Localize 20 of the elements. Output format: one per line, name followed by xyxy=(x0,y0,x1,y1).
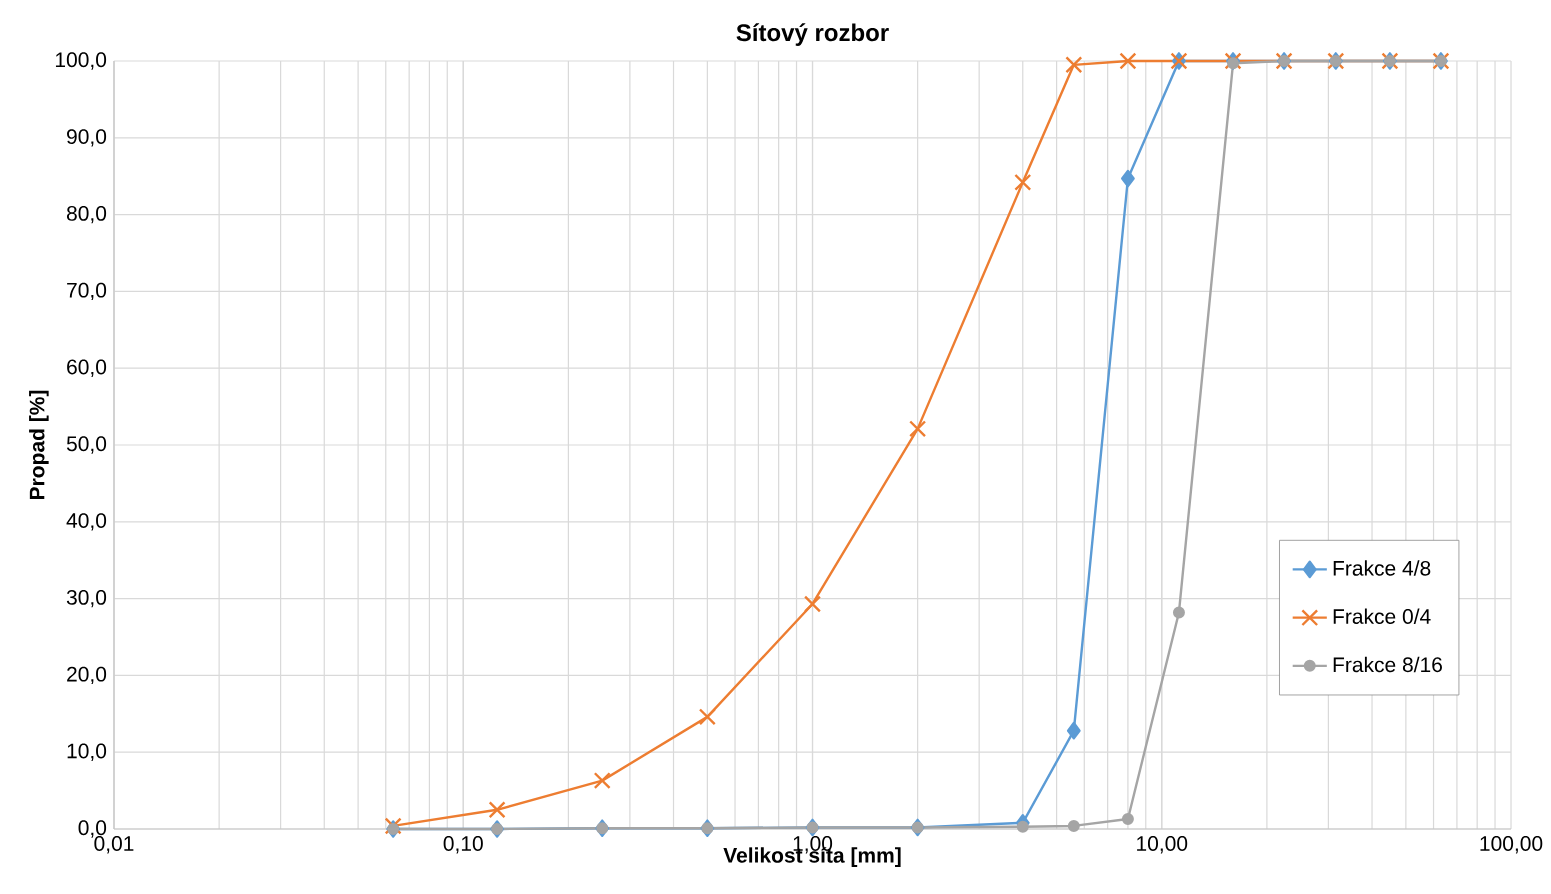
y-tick-label: 60,0 xyxy=(67,359,107,377)
y-tick-label: 30,0 xyxy=(66,589,107,608)
y-tick-label: 70,0 xyxy=(67,282,107,301)
x-tick-label: 0,10 xyxy=(443,836,483,854)
y-tick-label: 10,0 xyxy=(67,743,107,761)
x-tick-label: 10,00 xyxy=(1137,836,1188,854)
y-tick-label: 90,0 xyxy=(67,129,107,147)
chart-title: Sítový rozbor xyxy=(736,23,889,46)
x-tick-label: 100,00 xyxy=(1480,836,1543,854)
y-tick-label: 20,0 xyxy=(67,666,107,685)
x-tick-label: 0,01 xyxy=(94,836,134,854)
y-tick-label: 80,0 xyxy=(66,205,107,224)
y-axis-title: Propad [%] xyxy=(29,390,49,499)
y-tick-label: 40,0 xyxy=(66,513,107,531)
y-tick-label: 50,0 xyxy=(66,436,107,454)
y-tick-label: 100,0 xyxy=(55,52,107,70)
y-tick-label: 0,0 xyxy=(78,820,107,838)
legend-label: Frakce 0/4 xyxy=(1333,608,1431,624)
legend-label: Frakce 8/16 xyxy=(1333,656,1442,673)
legend-label: Frakce 4/8 xyxy=(1333,560,1431,576)
